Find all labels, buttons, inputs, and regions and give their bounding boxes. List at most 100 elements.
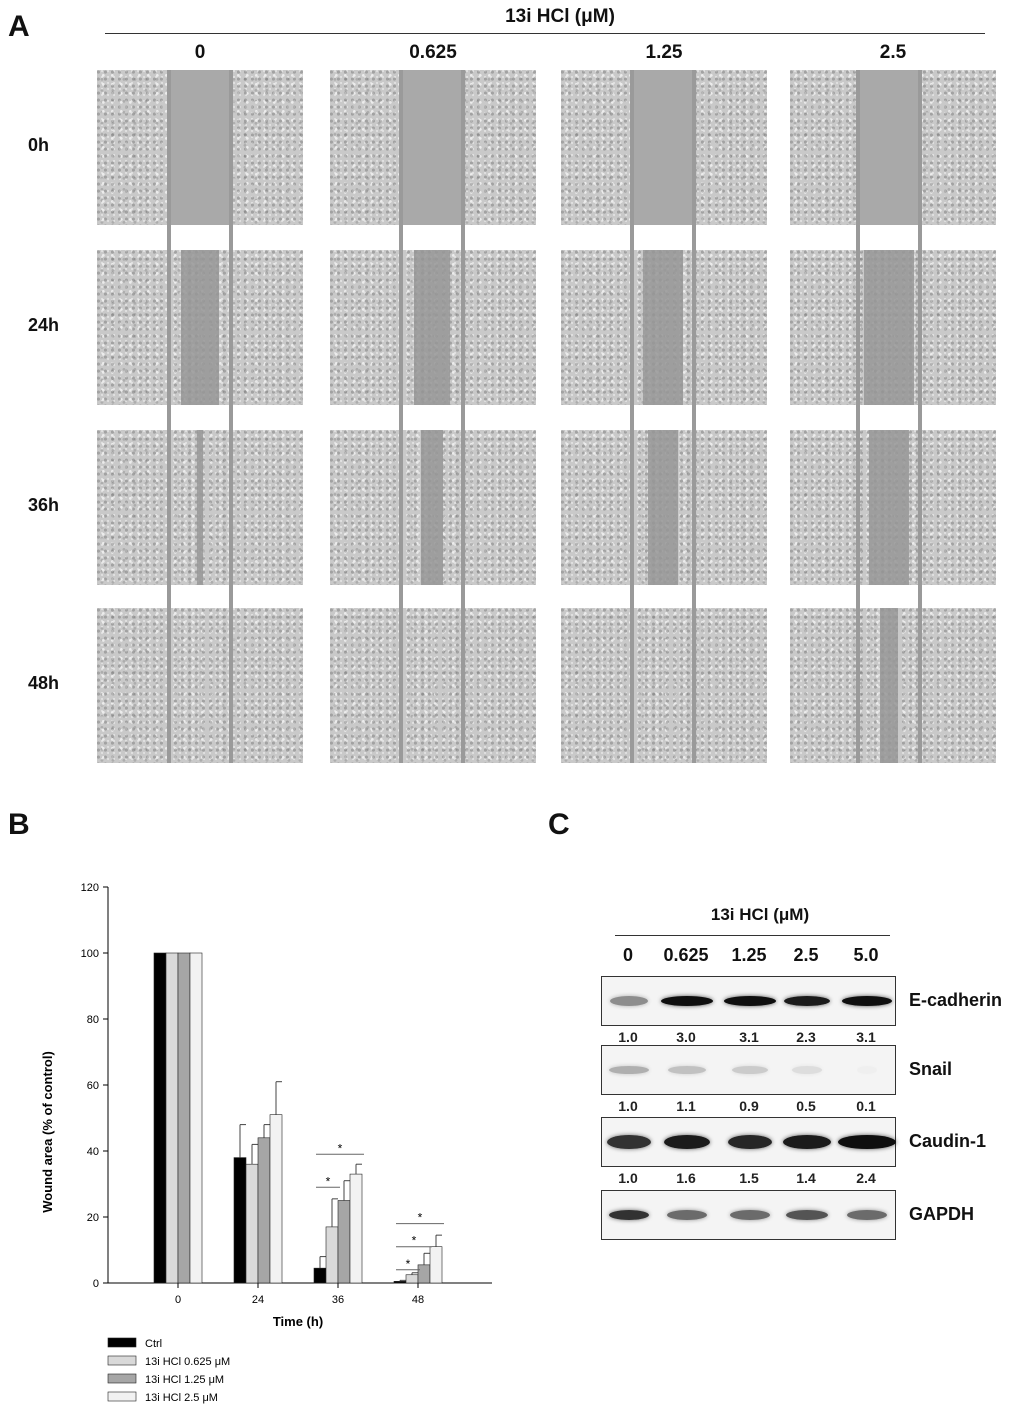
wound-gap	[864, 250, 914, 405]
micrograph-48h-2.5	[790, 608, 996, 763]
y-tick-label: 20	[87, 1212, 99, 1224]
blot-panel-0	[601, 976, 896, 1026]
protein-band	[847, 1210, 887, 1220]
protein-label-3: GAPDH	[909, 1204, 975, 1224]
wound-gap	[181, 250, 219, 405]
concentration-label-0: 0	[194, 42, 206, 63]
bar	[189, 952, 203, 1284]
panel-a-treatment-label: 13i HCl (μM)	[505, 6, 615, 27]
bar	[325, 1226, 339, 1284]
quant-value: 1.0	[618, 1170, 638, 1186]
panel-a-treatment-line	[105, 33, 985, 34]
quant-value: 3.1	[856, 1029, 876, 1045]
protein-band	[724, 996, 776, 1006]
y-tick-label: 100	[81, 948, 99, 960]
protein-band	[664, 1135, 710, 1149]
micrograph-0h-0	[97, 70, 303, 225]
protein-band	[786, 1210, 828, 1220]
micrograph-0h-1.25	[561, 70, 767, 225]
wound-edge-line	[399, 70, 403, 763]
panel-a-letter: A	[8, 10, 30, 43]
quant-value: 2.3	[796, 1029, 816, 1045]
wound-gap	[880, 608, 898, 763]
wound-gap	[401, 70, 463, 225]
bar	[393, 1281, 407, 1284]
wound-gap	[869, 430, 909, 585]
wound-gap	[858, 70, 920, 225]
wound-gap	[643, 250, 683, 405]
micrograph-24h-1.25	[561, 250, 767, 405]
significance-star: *	[326, 1174, 331, 1188]
protein-band	[792, 1066, 822, 1074]
wound-gap	[197, 430, 203, 585]
panel-b-letter: B	[8, 808, 30, 841]
concentration-label-1: 0.625	[409, 42, 457, 63]
legend-label: Ctrl	[145, 1338, 162, 1350]
protein-band	[842, 996, 892, 1006]
significance-star: *	[412, 1234, 417, 1248]
protein-band	[784, 996, 830, 1006]
protein-band	[783, 1135, 831, 1149]
wound-edge-line	[918, 70, 922, 763]
protein-band	[609, 1210, 649, 1220]
bar	[269, 1114, 283, 1284]
wound-gap	[421, 430, 443, 585]
x-tick-label: 24	[252, 1294, 264, 1306]
wound-edge-line	[856, 70, 860, 763]
bar	[349, 1173, 363, 1284]
wound-edge-line	[630, 70, 634, 763]
blot-panel-2	[601, 1117, 896, 1167]
bar	[337, 1200, 351, 1284]
micrograph-0h-2.5	[790, 70, 996, 225]
micrograph-48h-0	[97, 608, 303, 763]
protein-band	[668, 1066, 706, 1074]
wound-edge-line	[692, 70, 696, 763]
bar	[429, 1246, 443, 1284]
wound-gap	[169, 70, 231, 225]
micrograph-36h-0.625	[330, 430, 536, 585]
protein-band	[728, 1135, 772, 1149]
blot-concentration-1: 0.625	[663, 945, 709, 965]
wound-edge-line	[229, 70, 233, 763]
bar	[233, 1157, 247, 1284]
quant-value: 3.1	[739, 1029, 759, 1045]
blot-concentration-4: 5.0	[853, 945, 879, 965]
x-axis-label: Time (h)	[273, 1314, 323, 1329]
legend-label: 13i HCl 0.625 μM	[145, 1356, 230, 1368]
protein-band	[661, 996, 713, 1006]
quant-value: 3.0	[676, 1029, 696, 1045]
y-tick-label: 80	[87, 1014, 99, 1026]
timepoint-label-3: 48h	[28, 673, 60, 693]
protein-band	[610, 996, 648, 1006]
x-tick-label: 48	[412, 1294, 424, 1306]
legend-swatch	[107, 1391, 137, 1402]
micrograph-36h-0	[97, 430, 303, 585]
legend-swatch	[107, 1373, 137, 1384]
quant-value: 2.4	[856, 1170, 876, 1186]
quant-value: 1.6	[676, 1170, 696, 1186]
bar	[153, 952, 167, 1284]
legend-swatch	[107, 1337, 137, 1348]
y-axis-label: Wound area (% of control)	[40, 1051, 55, 1213]
protein-band	[730, 1210, 770, 1220]
panel-c-treatment-label: 13i HCl (μM)	[710, 905, 810, 924]
legend-label: 13i HCl 2.5 μM	[145, 1392, 218, 1404]
protein-label-1: Snail	[909, 1059, 953, 1079]
micrograph-0h-0.625	[330, 70, 536, 225]
bar	[245, 1163, 259, 1284]
timepoint-label-0: 0h	[28, 135, 50, 155]
y-tick-label: 120	[81, 882, 99, 894]
wound-edge-line	[461, 70, 465, 763]
bar	[257, 1137, 271, 1284]
blot-concentration-2: 1.25	[731, 945, 767, 965]
protein-band	[857, 1066, 877, 1074]
micrograph-36h-1.25	[561, 430, 767, 585]
wound-gap	[632, 70, 694, 225]
wound-gap	[414, 250, 450, 405]
bar	[313, 1267, 327, 1284]
blot-concentration-0: 0	[622, 945, 633, 965]
concentration-label-3: 2.5	[879, 42, 907, 63]
quant-value: 0.9	[739, 1098, 759, 1114]
micrograph-24h-0.625	[330, 250, 536, 405]
